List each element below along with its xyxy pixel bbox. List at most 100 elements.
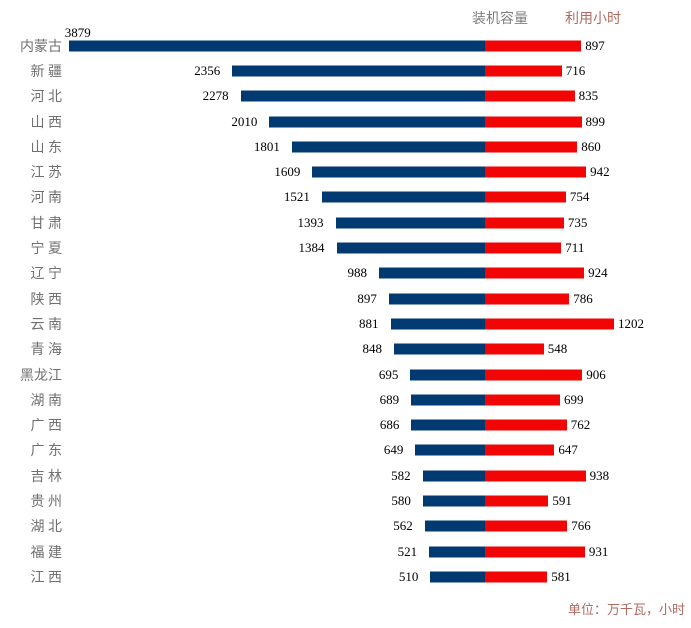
capacity-bar <box>411 394 485 406</box>
hours-bar <box>485 419 567 431</box>
hours-value-label: 942 <box>590 164 610 180</box>
bar-row: 辽 宁 988 924 <box>0 261 691 286</box>
bar-row: 江 西 510 581 <box>0 564 691 589</box>
hours-value-label: 548 <box>547 341 568 357</box>
bar-row: 青 海 848 548 <box>0 337 691 362</box>
category-label: 甘 肃 <box>30 216 63 232</box>
capacity-value-label: 686 <box>379 417 400 433</box>
hours-bar <box>485 571 548 583</box>
capacity-value-label: 1393 <box>297 214 324 230</box>
capacity-bar <box>430 571 485 583</box>
capacity-bar <box>394 343 485 355</box>
hours-bar <box>485 293 570 305</box>
hours-value-label: 860 <box>581 138 601 154</box>
category-label: 山 西 <box>30 115 63 131</box>
capacity-bar <box>240 90 485 102</box>
hours-bar <box>485 470 586 482</box>
capacity-value-label: 510 <box>398 568 419 584</box>
capacity-value-label: 2356 <box>194 62 221 78</box>
capacity-bar <box>411 419 485 431</box>
category-label: 贵 州 <box>30 494 63 510</box>
category-label: 广 东 <box>30 444 63 460</box>
capacity-value-label: 580 <box>391 492 411 508</box>
capacity-value-label: 2278 <box>202 88 229 104</box>
category-label: 广 西 <box>30 419 63 435</box>
capacity-bar <box>410 369 485 380</box>
hours-bar <box>485 267 585 279</box>
hours-bar <box>485 166 587 178</box>
bar-row: 山 西 2010 899 <box>0 109 691 134</box>
capacity-bar <box>422 495 485 507</box>
capacity-bar <box>68 40 485 52</box>
bar-row: 甘 肃 1393 735 <box>0 210 691 235</box>
hours-bar <box>485 141 578 153</box>
category-label: 湖 北 <box>30 520 63 536</box>
capacity-bar <box>424 520 485 532</box>
bar-row: 吉 林 582 938 <box>0 463 691 488</box>
bar-row: 宁 夏 1384 711 <box>0 235 691 260</box>
capacity-bar <box>390 318 485 330</box>
bar-row: 贵 州 580 591 <box>0 488 691 513</box>
hours-value-label: 754 <box>569 189 590 205</box>
category-label: 山 东 <box>30 140 63 156</box>
hours-value-label: 762 <box>570 417 591 433</box>
category-label: 吉 林 <box>30 469 63 485</box>
hours-value-label: 591 <box>552 492 572 508</box>
bar-row: 湖 北 562 766 <box>0 514 691 539</box>
capacity-value-label: 689 <box>379 391 400 407</box>
hours-value-label: 835 <box>578 88 599 104</box>
category-label: 江 西 <box>30 570 63 586</box>
hours-value-label: 786 <box>573 290 593 306</box>
category-label: 湖 南 <box>30 393 63 409</box>
capacity-value-label: 848 <box>362 341 383 357</box>
capacity-bar <box>335 217 485 229</box>
hours-bar <box>485 40 582 52</box>
capacity-value-label: 1384 <box>298 240 325 256</box>
capacity-value-label: 582 <box>391 467 411 483</box>
hours-bar <box>485 444 555 456</box>
category-label: 青 海 <box>30 343 63 359</box>
category-label: 辽 宁 <box>30 267 63 283</box>
bar-row: 内蒙古 3879 897 <box>0 25 691 58</box>
category-label: 宁 夏 <box>30 242 63 258</box>
hours-bar <box>485 217 564 229</box>
hours-bar <box>485 394 560 406</box>
capacity-bar <box>379 267 485 279</box>
hours-bar <box>485 343 544 355</box>
hours-bar <box>485 116 582 128</box>
category-label: 云 南 <box>30 317 63 333</box>
bar-row: 陕 西 897 786 <box>0 286 691 311</box>
hours-value-label: 906 <box>586 366 606 382</box>
category-label: 江 苏 <box>30 166 63 182</box>
unit-note: 单位：万千瓦，小时 <box>567 602 685 617</box>
bar-row: 河 北 2278 835 <box>0 84 691 109</box>
hours-value-label: 938 <box>589 467 610 483</box>
bar-row: 新 疆 2356 716 <box>0 58 691 83</box>
hours-value-label: 1202 <box>618 315 644 331</box>
category-label: 新 疆 <box>30 64 63 80</box>
capacity-bar <box>291 141 485 153</box>
bar-row: 广 西 686 762 <box>0 412 691 437</box>
hours-value-label: 716 <box>565 62 586 78</box>
hours-bar <box>485 90 575 102</box>
capacity-bar <box>312 166 485 178</box>
hours-value-label: 897 <box>585 37 605 53</box>
hours-value-label: 766 <box>571 518 591 534</box>
capacity-value-label: 1521 <box>283 189 310 205</box>
capacity-bar <box>269 116 485 128</box>
category-label: 河 北 <box>30 90 63 106</box>
legend-hours-label: 利用小时 <box>565 12 621 27</box>
hours-value-label: 581 <box>551 568 571 584</box>
capacity-value-label: 649 <box>383 442 404 458</box>
capacity-bar <box>321 191 485 203</box>
capacity-value-label: 1801 <box>253 138 280 154</box>
category-label: 内蒙古 <box>20 39 62 55</box>
hours-bar <box>485 546 585 558</box>
hours-bar <box>485 369 583 380</box>
bar-row: 河 南 1521 754 <box>0 185 691 210</box>
capacity-value-label: 881 <box>359 315 379 331</box>
hours-bar <box>485 65 562 77</box>
hours-bar <box>485 191 566 203</box>
hours-bar <box>485 242 562 254</box>
capacity-bar <box>388 293 485 305</box>
